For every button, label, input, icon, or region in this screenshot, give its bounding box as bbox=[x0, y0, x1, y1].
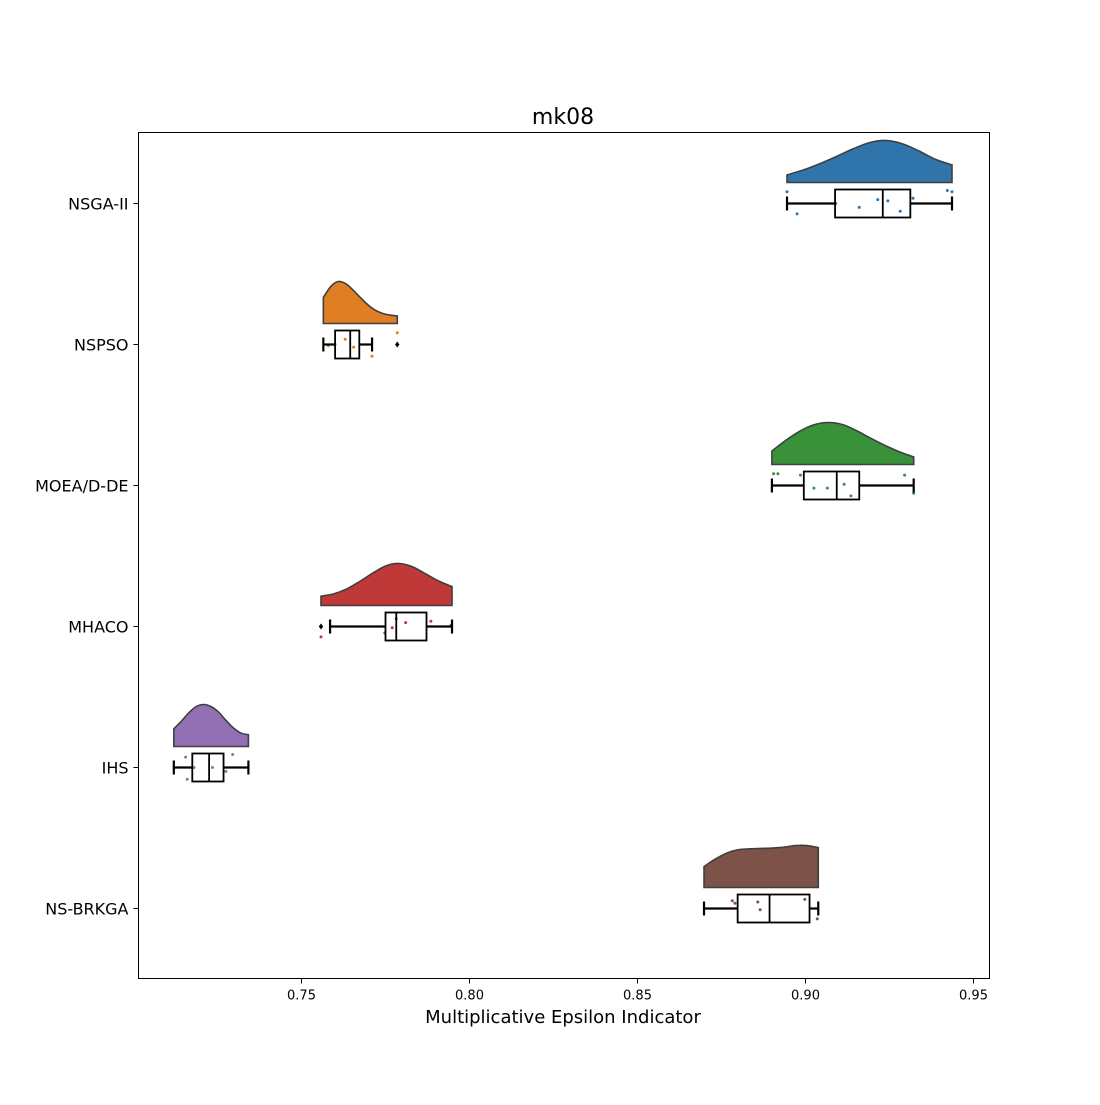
plot-frame bbox=[138, 132, 990, 979]
box-iqr bbox=[802, 470, 861, 501]
rain-point bbox=[825, 486, 829, 490]
rain-point bbox=[733, 901, 737, 905]
rain-point bbox=[945, 189, 949, 192]
rain-point bbox=[184, 755, 188, 759]
rain-point bbox=[803, 897, 807, 901]
cloud-shape bbox=[771, 421, 915, 466]
y-tick-label: MHACO bbox=[68, 618, 128, 637]
rain-point bbox=[319, 635, 323, 639]
y-tick-label: NSGA-II bbox=[68, 195, 128, 214]
rain-point bbox=[912, 491, 916, 495]
y-tick-label: NS-BRKGA bbox=[45, 900, 128, 919]
x-tick-label: 0.80 bbox=[455, 989, 484, 1004]
rain-point bbox=[798, 473, 802, 477]
rain-point bbox=[795, 212, 799, 216]
y-tick-label: IHS bbox=[102, 759, 129, 778]
rain-point bbox=[758, 908, 762, 912]
rain-point bbox=[911, 196, 915, 200]
cloud-shape bbox=[786, 139, 953, 184]
box-iqr bbox=[191, 752, 225, 783]
rain-point bbox=[876, 198, 880, 202]
cloud-shape bbox=[322, 280, 399, 325]
rain-point bbox=[898, 209, 902, 213]
y-tick-label: MOEA/D-DE bbox=[35, 477, 128, 496]
x-tick-label: 0.85 bbox=[623, 989, 652, 1004]
rain-point bbox=[857, 205, 861, 209]
outlier-point bbox=[395, 341, 400, 348]
box-iqr bbox=[834, 188, 912, 219]
x-tick-label: 0.90 bbox=[791, 989, 820, 1004]
rain-point bbox=[343, 337, 347, 341]
rain-point bbox=[231, 753, 235, 756]
rain-point bbox=[404, 621, 408, 625]
rain-point bbox=[815, 917, 819, 921]
rain-point bbox=[842, 482, 846, 486]
rain-point bbox=[886, 199, 890, 203]
rain-point bbox=[772, 472, 776, 476]
x-tick-label: 0.95 bbox=[959, 989, 988, 1004]
rain-point bbox=[352, 345, 356, 349]
box-iqr bbox=[384, 611, 428, 642]
rain-point bbox=[785, 190, 789, 194]
chart-title: mk08 bbox=[532, 105, 594, 130]
rain-point bbox=[849, 494, 853, 498]
rain-point bbox=[730, 899, 734, 903]
y-tick-label: NSPSO bbox=[74, 336, 129, 355]
rain-point bbox=[370, 354, 374, 358]
chart-marks: 0.75 0.80 0.85 0.90 0.95 NSGA-II NSPSO MOEA/D-D… bbox=[35, 139, 988, 1004]
rain-point bbox=[950, 190, 954, 194]
rain-point bbox=[776, 472, 780, 476]
x-axis-label: Multiplicative Epsilon Indicator bbox=[425, 1007, 701, 1028]
rain-point bbox=[756, 900, 760, 904]
cloud-shape bbox=[173, 703, 250, 748]
rain-point bbox=[812, 486, 816, 490]
rain-point bbox=[429, 619, 433, 623]
rain-point bbox=[903, 473, 907, 477]
x-tick-label: 0.75 bbox=[287, 989, 316, 1004]
rain-point bbox=[395, 331, 399, 335]
rain-point bbox=[224, 769, 228, 773]
box-iqr bbox=[334, 329, 361, 360]
rain-point bbox=[390, 626, 394, 630]
box-iqr bbox=[736, 893, 811, 924]
outlier-point bbox=[318, 623, 324, 630]
rain-point bbox=[185, 777, 189, 781]
rain-point bbox=[192, 766, 196, 769]
cloud-shape bbox=[703, 844, 820, 889]
cloud-shape bbox=[320, 562, 453, 607]
rain-point bbox=[210, 766, 214, 769]
